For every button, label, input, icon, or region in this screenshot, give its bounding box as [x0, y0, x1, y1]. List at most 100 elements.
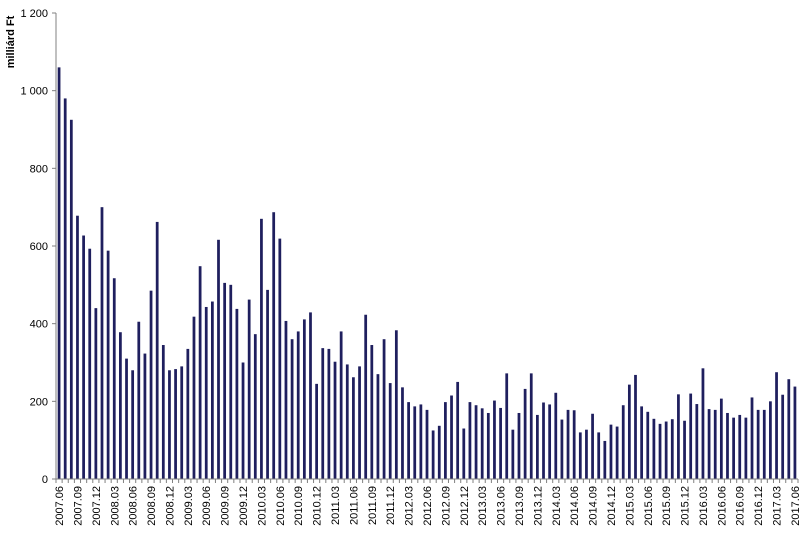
bar [548, 404, 552, 479]
bar-series [57, 67, 797, 480]
bar [609, 424, 613, 479]
x-tick-label: 2011.06 [348, 486, 360, 525]
bar [560, 419, 564, 479]
bar [106, 250, 110, 479]
y-tick-label: 1 000 [20, 86, 48, 98]
bar [223, 282, 227, 479]
bar [284, 320, 288, 479]
bar [100, 207, 104, 480]
bar [670, 419, 674, 479]
x-tick-label: 2015.03 [624, 486, 636, 526]
bar [578, 432, 582, 479]
bar [591, 413, 594, 479]
bar [689, 393, 693, 479]
x-tick-label: 2016.06 [716, 486, 728, 526]
x-axis: 2007.06 2007.09 2007.12 2008.03 2008.06 2008.… [54, 479, 802, 526]
bar [137, 321, 141, 479]
bar [677, 394, 680, 479]
bar [155, 221, 159, 480]
bar [701, 368, 705, 479]
bar [634, 374, 637, 479]
bar [112, 278, 116, 479]
bar [787, 379, 791, 479]
bar [69, 119, 73, 479]
bar [388, 383, 392, 479]
bar [161, 345, 165, 479]
x-tick-label: 2010.03 [256, 486, 268, 526]
bar [119, 332, 122, 479]
x-tick-label: 2011.09 [367, 486, 379, 525]
bar [793, 386, 797, 479]
bar [174, 369, 177, 479]
x-tick-label: 2012.06 [422, 486, 434, 526]
bar [217, 239, 220, 479]
x-tick-label: 2012.03 [404, 486, 416, 526]
bar [499, 407, 502, 479]
x-tick-label: 2016.09 [735, 486, 747, 526]
bar [536, 414, 539, 479]
x-tick-label: 2013.03 [477, 486, 489, 526]
x-tick-label: 2007.06 [54, 486, 66, 526]
bar [627, 384, 631, 479]
bar [76, 215, 79, 479]
bar [652, 418, 656, 479]
y-axis-label: milliárd Ft [5, 15, 17, 68]
bar [744, 417, 748, 479]
bar [713, 409, 717, 479]
bar [762, 409, 766, 479]
bar [180, 366, 184, 479]
bar [511, 429, 515, 479]
x-tick-label: 2013.09 [514, 486, 526, 526]
bar [272, 212, 276, 479]
x-tick-label: 2009.03 [183, 486, 195, 526]
bar [462, 428, 466, 479]
bar [554, 392, 558, 479]
bar [253, 334, 257, 479]
bar [63, 98, 67, 480]
x-tick-label: 2013.06 [496, 486, 508, 526]
x-tick-label: 2012.12 [459, 486, 471, 526]
x-tick-label: 2014.03 [551, 486, 563, 526]
bar [769, 401, 772, 479]
bar [738, 414, 742, 479]
bar [309, 312, 312, 479]
bar [192, 316, 196, 479]
bar [327, 348, 331, 479]
bar [401, 387, 404, 479]
bar [517, 412, 521, 479]
bar [640, 406, 644, 479]
bar [235, 308, 239, 479]
bar [149, 290, 153, 479]
bar [241, 362, 245, 479]
bar [131, 370, 135, 479]
bar [352, 377, 355, 479]
bar [204, 306, 208, 479]
bar [168, 370, 171, 479]
bar [597, 432, 601, 479]
bar [339, 331, 343, 479]
x-tick-label: 2017.03 [772, 486, 784, 526]
bar [781, 394, 785, 479]
bar [315, 383, 318, 479]
bar [290, 339, 294, 479]
bar [450, 395, 453, 479]
bar [358, 366, 361, 479]
bar [542, 402, 545, 479]
x-tick-label: 2016.12 [753, 486, 765, 526]
y-tick-label: 1 200 [20, 8, 48, 20]
bar [468, 402, 472, 479]
bar [407, 402, 410, 479]
bar [413, 406, 417, 479]
bar [646, 411, 650, 479]
bar [333, 361, 337, 479]
x-tick-label: 2007.09 [72, 486, 84, 526]
x-tick-label: 2017.06 [790, 486, 802, 526]
bar [566, 409, 570, 479]
x-tick-label: 2009.09 [220, 486, 232, 526]
x-tick-label: 2011.12 [385, 486, 397, 525]
bar [370, 345, 374, 479]
x-tick-label: 2012.09 [440, 486, 452, 526]
x-tick-label: 2016.03 [698, 486, 710, 526]
y-tick-label: 800 [30, 163, 48, 175]
bar [278, 238, 282, 479]
